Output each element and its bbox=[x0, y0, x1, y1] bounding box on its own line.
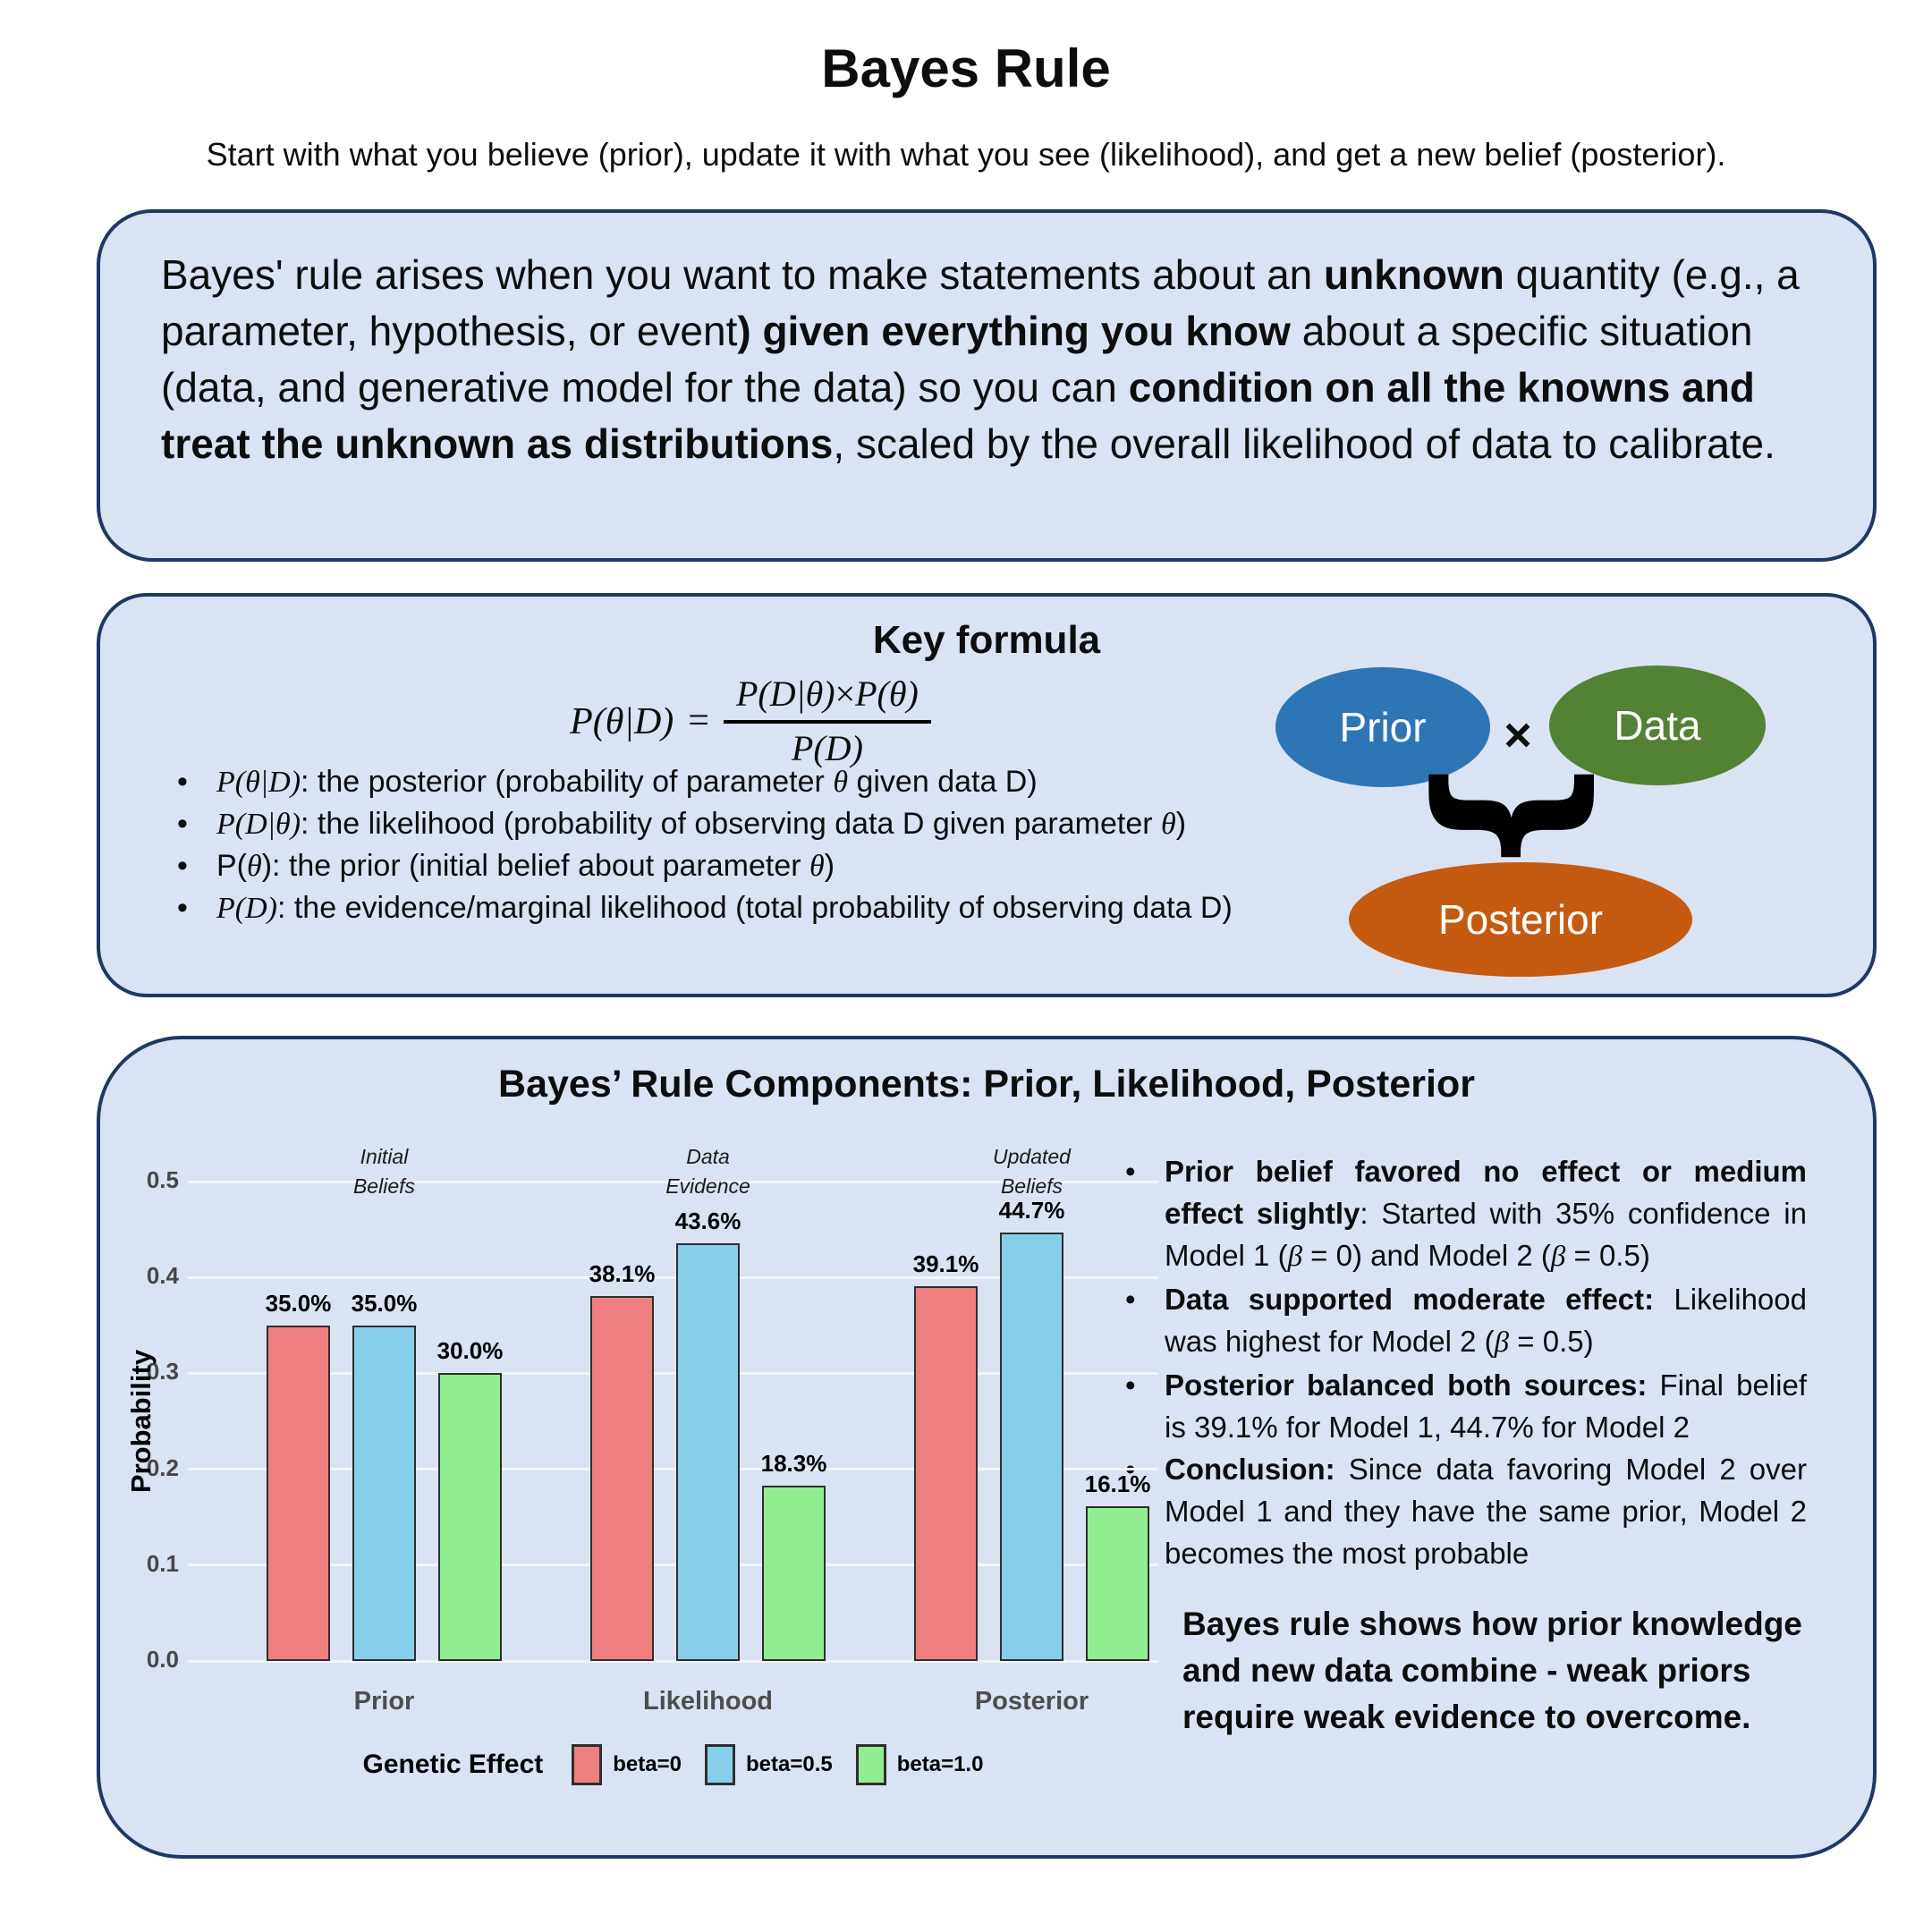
intro-box: Bayes' rule arises when you want to make… bbox=[97, 209, 1877, 562]
page-title: Bayes Rule bbox=[821, 38, 1111, 98]
text-segment: given data D) bbox=[848, 765, 1038, 799]
text-segment: θ bbox=[809, 850, 825, 883]
text-segment: about a specific situation (data, and ge… bbox=[161, 308, 1753, 411]
text-segment: P(D|θ) bbox=[735, 674, 835, 714]
formula-term-evidence: P(D): the evidence/marginal likelihood (… bbox=[165, 887, 1345, 929]
text-segment: Since data favoring Model 2 over Model 1… bbox=[1165, 1453, 1807, 1570]
text-segment: ) bbox=[824, 849, 835, 883]
prior-ellipse-label: Prior bbox=[1339, 704, 1427, 750]
y-axis-label: Probability bbox=[125, 1349, 157, 1494]
analysis-bullet-conclusion: Conclusion: Since data favoring Model 2 … bbox=[1116, 1448, 1807, 1574]
analysis-bullet-list: Prior belief favored no effect or medium… bbox=[1116, 1150, 1807, 1574]
key-formula-title: Key formula bbox=[872, 618, 1101, 662]
text-segment: Likelihood was highest for Model 2 ( bbox=[1165, 1283, 1807, 1358]
text-segment: P(θ) bbox=[855, 674, 919, 714]
data-ellipse: Data bbox=[1549, 665, 1766, 785]
chart-title: Bayes’ Rule Components: Prior, Likelihoo… bbox=[498, 1063, 1475, 1106]
text-segment: × bbox=[835, 674, 856, 714]
text-segment: Conclusion: bbox=[1165, 1453, 1335, 1486]
text-segment: = 0) and Model 2 ( bbox=[1302, 1239, 1551, 1272]
text-segment: β bbox=[1550, 1241, 1566, 1273]
chart-box: Bayes’ Rule Components: Prior, Likelihoo… bbox=[97, 1036, 1877, 1859]
text-segment: Prior belief favored no effect or medium… bbox=[1165, 1155, 1807, 1230]
text-segment: P(θ|D) bbox=[216, 766, 301, 799]
bayes-formula: P(θ|D) = P(D|θ)×P(θ) P(D) bbox=[100, 673, 1401, 769]
text-segment: θ bbox=[1161, 808, 1176, 841]
page-subtitle: Start with what you believe (prior), upd… bbox=[206, 136, 1726, 173]
formula-fraction: P(D|θ)×P(θ) P(D) bbox=[723, 673, 931, 769]
text-segment: quantity (e.g., a parameter, hypothesis,… bbox=[161, 251, 1800, 354]
text-segment: Bayes' rule arises when you want to make… bbox=[161, 251, 1325, 298]
text-segment: θ bbox=[247, 850, 262, 883]
text-segment: Posterior balanced both sources: bbox=[1165, 1368, 1648, 1402]
text-segment: Data supported moderate effect: bbox=[1165, 1283, 1655, 1316]
multiply-icon: × bbox=[1504, 708, 1532, 762]
text-segment: P(D) bbox=[216, 892, 277, 925]
text-segment: = 0.5) bbox=[1509, 1325, 1594, 1358]
text-segment: ) given everything you know bbox=[737, 308, 1291, 354]
posterior-ellipse-label: Posterior bbox=[1437, 896, 1604, 943]
formula-term-posterior: P(θ|D): the posterior (probability of pa… bbox=[165, 761, 1345, 803]
data-ellipse-label: Data bbox=[1614, 702, 1701, 749]
formula-term-prior: P(θ): the prior (initial belief about pa… bbox=[165, 845, 1345, 887]
text-segment: P(D|θ) bbox=[216, 808, 301, 841]
analysis-bullet-data: Data supported moderate effect: Likeliho… bbox=[1116, 1278, 1807, 1364]
analysis-bullet-posterior: Posterior balanced both sources: Final b… bbox=[1116, 1364, 1807, 1448]
analysis-bullet-prior: Prior belief favored no effect or medium… bbox=[1116, 1150, 1807, 1278]
text-segment: Final belief is 39.1% for Model 1, 44.7%… bbox=[1165, 1368, 1807, 1444]
key-formula-box: Key formula P(θ|D) = P(D|θ)×P(θ) P(D) P(… bbox=[97, 593, 1877, 997]
formula-term-likelihood: P(D|θ): the likelihood (probability of o… bbox=[165, 803, 1345, 845]
text-segment: : the likelihood (probability of observi… bbox=[301, 807, 1161, 841]
formula-term-list: P(θ|D): the posterior (probability of pa… bbox=[165, 761, 1345, 929]
text-segment: , scaled by the overall likelihood of da… bbox=[833, 420, 1775, 467]
formula-equals: = bbox=[688, 700, 709, 741]
posterior-ellipse: Posterior bbox=[1349, 862, 1692, 977]
text-segment: : the posterior (probability of paramete… bbox=[301, 765, 834, 799]
text-segment: = 0.5) bbox=[1565, 1239, 1650, 1272]
intro-text: Bayes' rule arises when you want to make… bbox=[100, 213, 1873, 472]
text-segment: P(θ|D) bbox=[570, 700, 674, 742]
text-segment: : Started with 35% confidence in Model 1… bbox=[1165, 1197, 1807, 1272]
formula-lhs: P(θ|D) bbox=[570, 699, 674, 743]
curly-brace-icon: } bbox=[1415, 751, 1623, 880]
prior-ellipse: Prior bbox=[1275, 667, 1490, 787]
text-segment: θ bbox=[833, 766, 849, 799]
text-segment: β bbox=[1494, 1326, 1510, 1359]
text-segment: ): the prior (initial belief about param… bbox=[261, 849, 810, 883]
text-segment: unknown bbox=[1324, 251, 1504, 298]
takeaway-statement: Bayes rule shows how prior knowledge and… bbox=[1182, 1606, 1802, 1735]
text-segment: P( bbox=[216, 849, 247, 883]
formula-numerator: P(D|θ)×P(θ) bbox=[723, 673, 931, 724]
text-segment: β bbox=[1287, 1241, 1302, 1273]
text-segment: ) bbox=[1175, 807, 1187, 841]
text-segment: condition on all the knowns and treat th… bbox=[161, 364, 1755, 467]
text-segment: : the evidence/marginal likelihood (tota… bbox=[276, 891, 1233, 925]
